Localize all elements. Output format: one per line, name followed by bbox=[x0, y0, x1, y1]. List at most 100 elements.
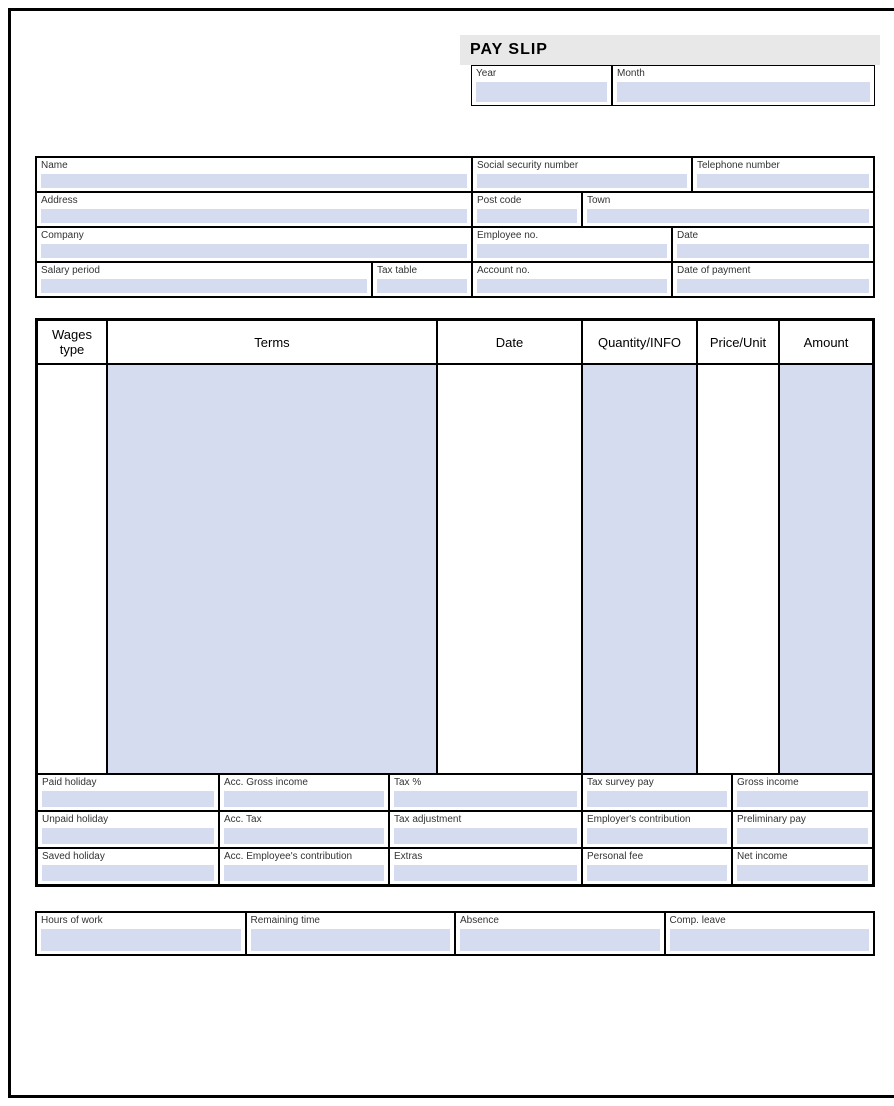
telephone-value[interactable] bbox=[697, 174, 869, 188]
ssn-value[interactable] bbox=[477, 174, 687, 188]
col-terms: Terms bbox=[107, 320, 437, 364]
month-value[interactable] bbox=[617, 82, 870, 102]
tax-pct-value[interactable] bbox=[394, 791, 577, 807]
col-date: Date bbox=[437, 320, 582, 364]
address-value[interactable] bbox=[41, 209, 467, 223]
absence-cell: Absence bbox=[455, 912, 665, 955]
summary-row-2: Unpaid holiday Acc. Tax Tax adjustment E… bbox=[37, 811, 873, 848]
tax-pct-cell: Tax % bbox=[389, 774, 582, 811]
acc-employees-contribution-label: Acc. Employee's contribution bbox=[224, 851, 384, 863]
unpaid-holiday-cell: Unpaid holiday bbox=[37, 811, 219, 848]
company-value[interactable] bbox=[41, 244, 467, 258]
extras-label: Extras bbox=[394, 851, 577, 863]
col-price: Price/Unit bbox=[697, 320, 779, 364]
tax-survey-pay-value[interactable] bbox=[587, 791, 727, 807]
account-no-value[interactable] bbox=[477, 279, 667, 293]
year-label: Year bbox=[476, 68, 607, 80]
town-cell: Town bbox=[582, 192, 874, 227]
town-value[interactable] bbox=[587, 209, 869, 223]
net-income-value[interactable] bbox=[737, 865, 868, 881]
wages-body-price[interactable] bbox=[697, 364, 779, 774]
hours-of-work-cell: Hours of work bbox=[36, 912, 246, 955]
tax-adjustment-value[interactable] bbox=[394, 828, 577, 844]
gross-income-value[interactable] bbox=[737, 791, 868, 807]
date-value[interactable] bbox=[677, 244, 869, 258]
col-amount: Amount bbox=[779, 320, 873, 364]
wages-body-date[interactable] bbox=[437, 364, 582, 774]
preliminary-pay-label: Preliminary pay bbox=[737, 814, 868, 826]
absence-value[interactable] bbox=[460, 929, 660, 951]
unpaid-holiday-value[interactable] bbox=[42, 828, 214, 844]
month-cell: Month bbox=[612, 66, 874, 106]
header-section: Name Social security number Telephone nu… bbox=[35, 156, 875, 298]
paid-holiday-label: Paid holiday bbox=[42, 777, 214, 789]
employee-no-label: Employee no. bbox=[477, 230, 667, 242]
date-of-payment-label: Date of payment bbox=[677, 265, 869, 277]
postcode-label: Post code bbox=[477, 195, 577, 207]
comp-leave-label: Comp. leave bbox=[670, 915, 870, 927]
telephone-label: Telephone number bbox=[697, 160, 869, 172]
tax-survey-pay-cell: Tax survey pay bbox=[582, 774, 732, 811]
col-wages-type: Wages type bbox=[37, 320, 107, 364]
tax-table-value[interactable] bbox=[377, 279, 467, 293]
date-label: Date bbox=[677, 230, 869, 242]
company-cell: Company bbox=[36, 227, 472, 262]
header-row-4: Salary period Tax table Account no. Date… bbox=[36, 262, 874, 297]
year-month-row: Year Month bbox=[471, 65, 875, 106]
hours-of-work-value[interactable] bbox=[41, 929, 241, 951]
telephone-cell: Telephone number bbox=[692, 157, 874, 192]
absence-label: Absence bbox=[460, 915, 660, 927]
wages-body-amount[interactable] bbox=[779, 364, 873, 774]
employers-contribution-value[interactable] bbox=[587, 828, 727, 844]
account-no-label: Account no. bbox=[477, 265, 667, 277]
wages-body-row bbox=[37, 364, 873, 774]
tax-table-label: Tax table bbox=[377, 265, 467, 277]
col-quantity: Quantity/INFO bbox=[582, 320, 697, 364]
remaining-time-cell: Remaining time bbox=[246, 912, 456, 955]
name-value[interactable] bbox=[41, 174, 467, 188]
company-label: Company bbox=[41, 230, 467, 242]
employers-contribution-cell: Employer's contribution bbox=[582, 811, 732, 848]
bottom-section: Hours of work Remaining time Absence Com… bbox=[35, 911, 875, 956]
acc-employees-contribution-cell: Acc. Employee's contribution bbox=[219, 848, 389, 885]
date-cell: Date bbox=[672, 227, 874, 262]
town-label: Town bbox=[587, 195, 869, 207]
ssn-cell: Social security number bbox=[472, 157, 692, 192]
acc-tax-value[interactable] bbox=[224, 828, 384, 844]
wages-body-wages-type[interactable] bbox=[37, 364, 107, 774]
paid-holiday-value[interactable] bbox=[42, 791, 214, 807]
wages-table: Wages type Terms Date Quantity/INFO Pric… bbox=[35, 318, 875, 887]
acc-employees-contribution-value[interactable] bbox=[224, 865, 384, 881]
acc-gross-income-value[interactable] bbox=[224, 791, 384, 807]
remaining-time-value[interactable] bbox=[251, 929, 451, 951]
net-income-cell: Net income bbox=[732, 848, 873, 885]
preliminary-pay-cell: Preliminary pay bbox=[732, 811, 873, 848]
tax-table-cell: Tax table bbox=[372, 262, 472, 297]
postcode-value[interactable] bbox=[477, 209, 577, 223]
comp-leave-value[interactable] bbox=[670, 929, 870, 951]
wages-body-terms[interactable] bbox=[107, 364, 437, 774]
salary-period-value[interactable] bbox=[41, 279, 367, 293]
summary-row-1: Paid holiday Acc. Gross income Tax % Tax… bbox=[37, 774, 873, 811]
year-value[interactable] bbox=[476, 82, 607, 102]
ssn-label: Social security number bbox=[477, 160, 687, 172]
header-row-2: Address Post code Town bbox=[36, 192, 874, 227]
payslip-document: PAY SLIP Year Month Name Social security… bbox=[8, 8, 894, 1098]
wages-body-quantity[interactable] bbox=[582, 364, 697, 774]
employee-no-value[interactable] bbox=[477, 244, 667, 258]
employee-no-cell: Employee no. bbox=[472, 227, 672, 262]
account-no-cell: Account no. bbox=[472, 262, 672, 297]
personal-fee-value[interactable] bbox=[587, 865, 727, 881]
acc-gross-income-cell: Acc. Gross income bbox=[219, 774, 389, 811]
remaining-time-label: Remaining time bbox=[251, 915, 451, 927]
tax-adjustment-label: Tax adjustment bbox=[394, 814, 577, 826]
preliminary-pay-value[interactable] bbox=[737, 828, 868, 844]
address-cell: Address bbox=[36, 192, 472, 227]
acc-gross-income-label: Acc. Gross income bbox=[224, 777, 384, 789]
extras-value[interactable] bbox=[394, 865, 577, 881]
header-row-3: Company Employee no. Date bbox=[36, 227, 874, 262]
date-of-payment-value[interactable] bbox=[677, 279, 869, 293]
postcode-cell: Post code bbox=[472, 192, 582, 227]
saved-holiday-value[interactable] bbox=[42, 865, 214, 881]
comp-leave-cell: Comp. leave bbox=[665, 912, 875, 955]
